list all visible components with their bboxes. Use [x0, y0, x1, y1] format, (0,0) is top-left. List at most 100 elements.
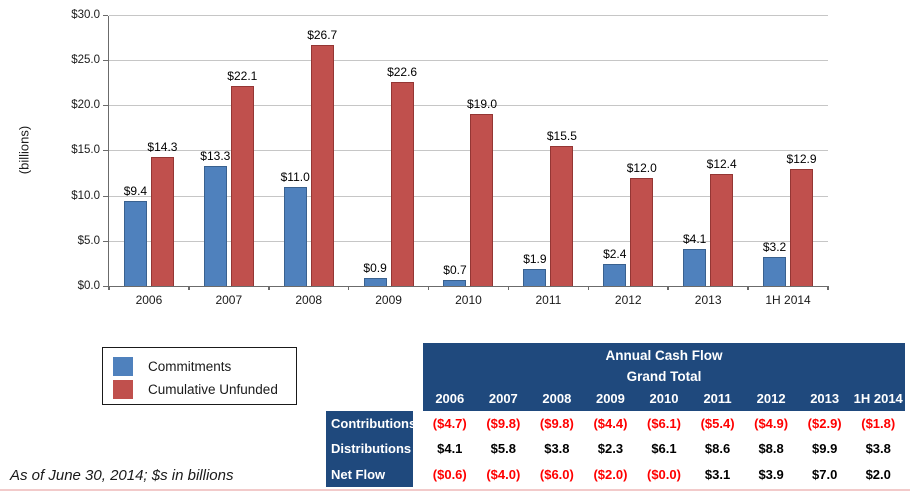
table-cell: ($2.0)	[593, 466, 628, 482]
table-row-label: Contributions	[331, 416, 417, 431]
table-cell: ($4.4)	[593, 416, 628, 431]
table-cell: ($2.9)	[807, 416, 842, 431]
table-cell: ($4.9)	[754, 416, 789, 431]
y-axis-tick-label: $10.0	[71, 190, 100, 202]
y-axis-tick	[103, 195, 108, 197]
x-axis-tick	[667, 286, 669, 290]
bar-group-2010: $0.7 $19.0 2010	[429, 16, 509, 307]
bar-value-label: $15.5	[546, 129, 577, 143]
legend-label: Cumulative Unfunded	[148, 381, 278, 397]
bar-value-label: $0.9	[363, 261, 387, 275]
cash-flow-table-header: Annual Cash Flow Grand Total 2006 2007 200…	[423, 343, 905, 411]
table-cell: ($9.8)	[486, 416, 521, 431]
x-axis-tick	[827, 286, 829, 290]
legend-swatch-cumulative-unfunded	[113, 379, 133, 399]
table-cell: $3.8	[865, 441, 891, 457]
bar-group-2012: $2.4 $12.0 2012	[588, 16, 668, 307]
bar-commitments-2008	[283, 187, 307, 286]
table-column-header: 2010	[649, 391, 679, 406]
table-cell: ($6.1)	[647, 416, 681, 431]
bar-value-label: $22.6	[387, 65, 418, 79]
table-cell: $4.1	[437, 441, 463, 457]
x-axis-category-label: 2012	[614, 293, 642, 307]
gridline	[109, 15, 828, 16]
bar-group-2013: $4.1 $12.4 2013	[668, 16, 748, 307]
table-cell: ($6.0)	[539, 466, 574, 482]
table-cell: $8.6	[704, 441, 731, 457]
y-axis-tick	[103, 240, 108, 242]
table-cell: $5.8	[490, 441, 516, 457]
y-axis-tick-label: $30.0	[71, 9, 100, 21]
bar-value-label: $4.1	[682, 232, 707, 246]
bar-group-2008: $11.0 $26.7 2008	[269, 16, 349, 307]
x-axis-category-label: 2011	[535, 293, 562, 307]
bar-value-label: $12.0	[626, 161, 657, 175]
bar-cumulative-unfunded-1h-2014	[790, 169, 814, 286]
legend-item: Cumulative Unfunded	[113, 378, 296, 400]
x-axis-category-label: 2013	[694, 293, 722, 307]
bar-cumulative-unfunded-2011	[550, 146, 574, 286]
bar-value-label: $12.9	[786, 152, 817, 166]
table-cell: $7.0	[812, 466, 838, 482]
x-axis-tick	[347, 286, 350, 290]
bar-group-2006: $9.4 $14.3 2006	[109, 16, 189, 307]
y-axis-title: (billions)	[16, 125, 32, 175]
bar-cumulative-unfunded-2013	[710, 174, 734, 286]
bar-cumulative-unfunded-2009	[390, 82, 414, 286]
y-axis-tick	[103, 14, 108, 16]
table-cell: ($5.4)	[700, 416, 735, 431]
table-cell: ($9.8)	[539, 416, 574, 431]
bar-value-label: $1.9	[523, 252, 547, 266]
y-axis-tick-label: $0.0	[77, 280, 100, 292]
table-column-header: 2007	[488, 391, 518, 406]
y-axis-tick-label: $15.0	[71, 144, 100, 156]
x-axis-tick	[507, 286, 510, 290]
table-column-header: 2006	[435, 391, 465, 406]
bar-value-label: $3.2	[762, 240, 787, 254]
chart-legend: Commitments Cumulative Unfunded	[102, 347, 297, 405]
table-title-line1: Annual Cash Flow	[605, 348, 723, 363]
y-axis-tick-label: $25.0	[71, 54, 100, 66]
x-axis-tick	[747, 286, 749, 290]
y-axis-tick-label: $5.0	[77, 235, 100, 247]
gridline	[109, 241, 828, 242]
table-cell: $3.1	[704, 466, 731, 482]
table-cell: ($1.8)	[861, 416, 896, 431]
y-axis-tick	[103, 59, 108, 61]
bar-value-label: $9.4	[123, 184, 148, 198]
bar-value-label: $13.3	[200, 149, 231, 163]
x-axis-tick	[427, 286, 430, 290]
gridline	[109, 60, 828, 61]
bar-cumulative-unfunded-2008	[310, 45, 334, 286]
bar-commitments-2012	[603, 264, 627, 286]
x-axis-tick	[587, 286, 590, 290]
bar-value-label: $11.0	[280, 170, 310, 184]
legend-label: Commitments	[148, 358, 232, 374]
table-cell: ($0.0)	[647, 466, 681, 482]
table-cell: $3.9	[758, 466, 784, 482]
table-column-header: 2011	[703, 391, 732, 406]
x-axis-tick	[108, 286, 110, 290]
x-axis-category-label: 1H 2014	[765, 293, 811, 307]
table-cell: $6.1	[651, 441, 677, 457]
bar-value-label: $2.4	[603, 247, 627, 261]
bar-commitments-1h-2014	[763, 257, 787, 286]
table-cell: $9.9	[812, 441, 838, 457]
gridline	[109, 196, 828, 197]
table-cell: ($0.6)	[432, 466, 467, 482]
table-cell: $2.0	[865, 466, 891, 482]
bar-commitments-2011	[523, 269, 547, 286]
y-axis-tick	[103, 149, 108, 151]
table-title: Annual Cash Flow Grand Total	[423, 343, 905, 387]
x-axis-category-label: 2010	[455, 293, 482, 307]
table-column-header: 2008	[542, 391, 572, 406]
bar-value-label: $14.3	[147, 140, 178, 154]
gridline	[109, 150, 828, 151]
bar-commitments-2010	[443, 280, 467, 286]
bar-commitments-2006	[123, 201, 147, 286]
bar-value-label: $0.7	[443, 263, 467, 277]
x-axis-category-label: 2007	[215, 293, 243, 307]
legend-swatch-commitments	[113, 356, 133, 376]
x-axis-category-label: 2008	[295, 293, 323, 307]
